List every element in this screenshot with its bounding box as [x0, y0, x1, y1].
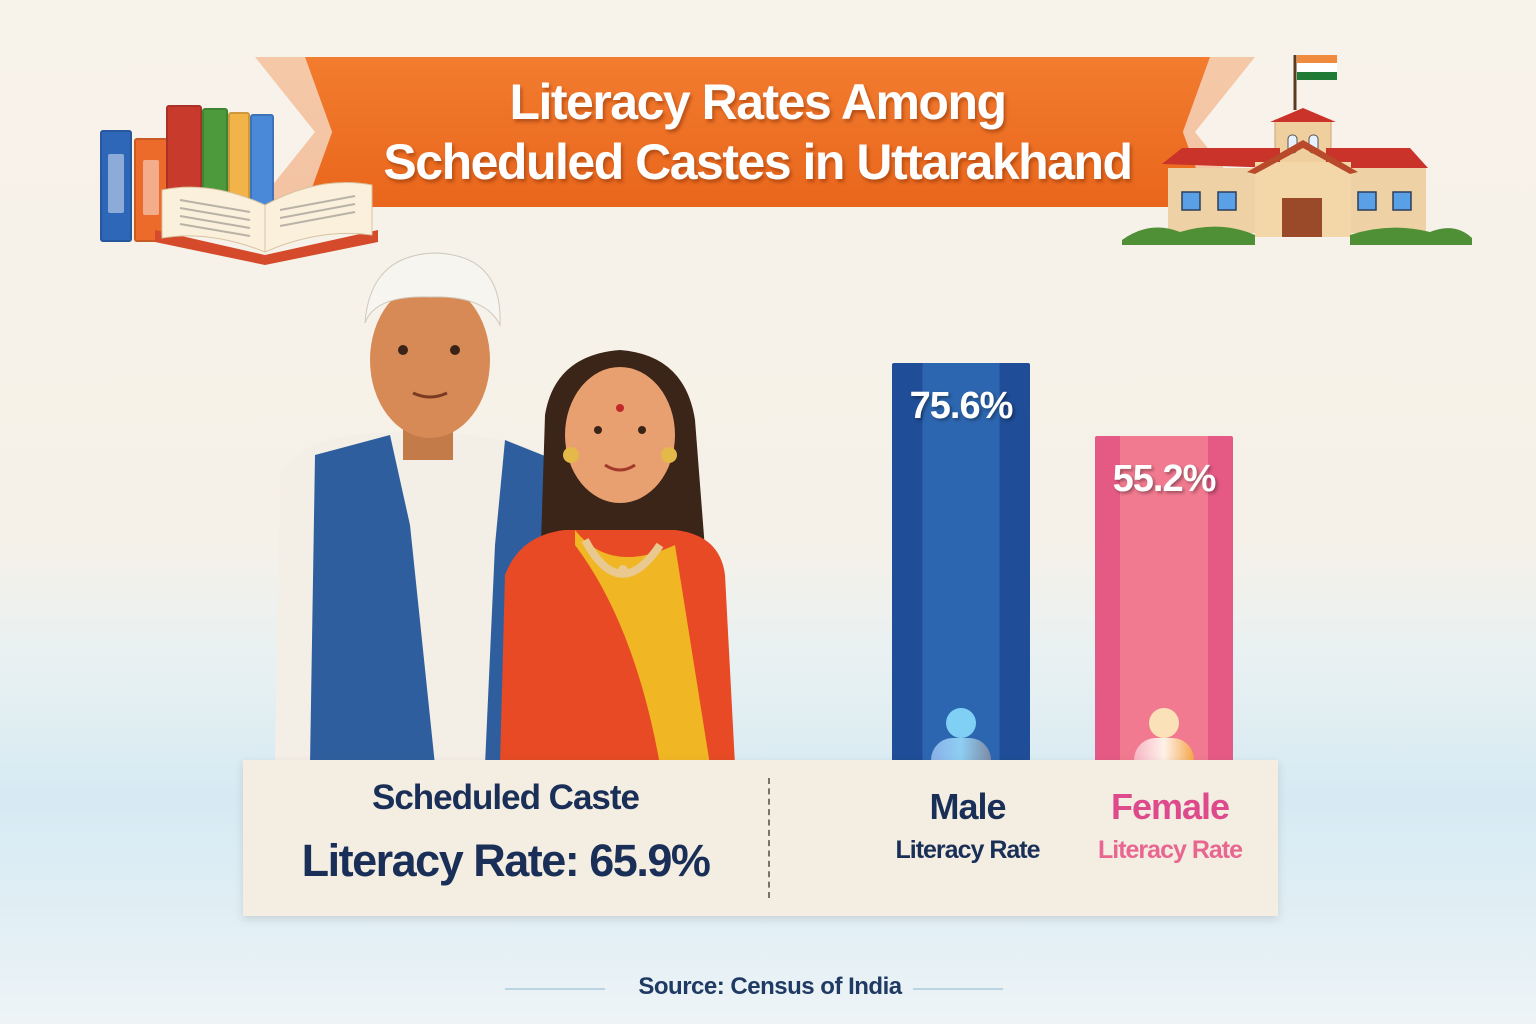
- bar-female: 55.2%: [1095, 436, 1233, 770]
- female-label: Female: [1110, 786, 1230, 827]
- open-book-icon: [155, 182, 378, 265]
- summary-rate: Literacy Rate: 65.9%: [301, 835, 711, 886]
- title-banner: [305, 57, 1210, 207]
- bar-value-male: 75.6%: [909, 385, 1014, 427]
- school-building-icon: [1122, 55, 1472, 245]
- summary-label: Scheduled Caste: [371, 778, 640, 817]
- male-label: Male: [929, 786, 1006, 827]
- source-note: Source: Census of India: [638, 973, 902, 1000]
- books-stack-icon: [98, 100, 298, 245]
- title-line-2: Scheduled Castes in Uttarakhand: [383, 134, 1133, 190]
- title-line-1: Literacy Rates Among: [509, 74, 1007, 130]
- indian-flag-icon: [1293, 55, 1337, 110]
- male-sublabel: Literacy Rate: [895, 836, 1040, 864]
- page-title: Literacy Rates Among Scheduled Castes in…: [305, 72, 1210, 192]
- bar-male: 75.6%: [892, 363, 1030, 770]
- panel-divider: [768, 778, 770, 898]
- info-panel: [243, 760, 1278, 916]
- source-rule-right: [913, 988, 1003, 990]
- couple-illustration: [275, 252, 735, 765]
- source-rule-left: [505, 988, 605, 990]
- female-sublabel: Literacy Rate: [1097, 836, 1243, 864]
- bar-value-female: 55.2%: [1112, 458, 1217, 500]
